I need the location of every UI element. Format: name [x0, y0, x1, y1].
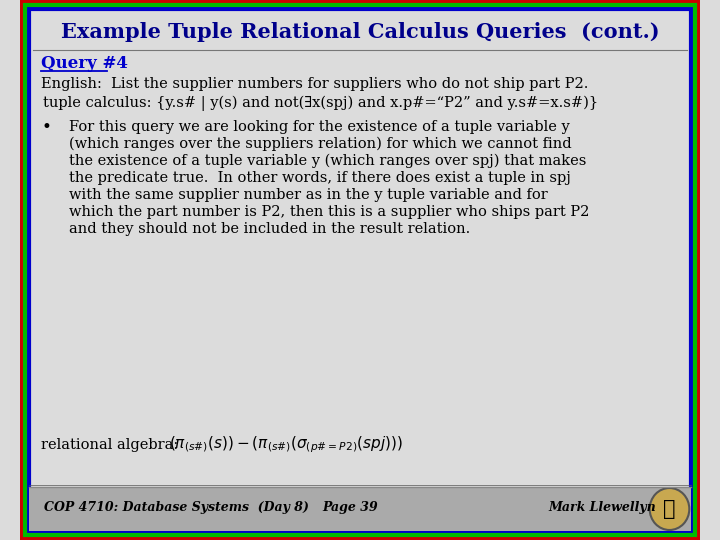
Circle shape [649, 488, 689, 530]
Text: and they should not be included in the result relation.: and they should not be included in the r… [69, 222, 471, 236]
Text: relational algebra:: relational algebra: [41, 438, 188, 452]
FancyBboxPatch shape [29, 487, 691, 531]
Text: Page 39: Page 39 [323, 501, 379, 514]
FancyBboxPatch shape [29, 9, 691, 531]
Text: the predicate true.  In other words, if there does exist a tuple in spj: the predicate true. In other words, if t… [69, 171, 571, 185]
Text: Mark Llewellyn: Mark Llewellyn [549, 501, 657, 514]
Text: $(\pi_{(s\#)}(s)) - (\pi_{(s\#)}(\sigma_{(p\#=P2)}(spj)))$: $(\pi_{(s\#)}(s)) - (\pi_{(s\#)}(\sigma_… [169, 435, 403, 455]
Text: •: • [41, 119, 51, 137]
Text: For this query we are looking for the existence of a tuple variable y: For this query we are looking for the ex… [69, 120, 570, 134]
Text: 🦅: 🦅 [663, 499, 676, 519]
Text: (which ranges over the suppliers relation) for which we cannot find: (which ranges over the suppliers relatio… [69, 137, 572, 151]
Text: tuple calculus: {y.s# | y(s) and not(∃x(spj) and x.p#=“P2” and y.s#=x.s#)}: tuple calculus: {y.s# | y(s) and not(∃x(… [43, 95, 598, 111]
Text: with the same supplier number as in the y tuple variable and for: with the same supplier number as in the … [69, 188, 548, 202]
Text: English:  List the supplier numbers for suppliers who do not ship part P2.: English: List the supplier numbers for s… [41, 77, 588, 91]
Text: which the part number is P2, then this is a supplier who ships part P2: which the part number is P2, then this i… [69, 205, 590, 219]
Text: Query #4: Query #4 [41, 56, 128, 72]
Text: Example Tuple Relational Calculus Queries  (cont.): Example Tuple Relational Calculus Querie… [60, 22, 660, 42]
Text: the existence of a tuple variable y (which ranges over spj) that makes: the existence of a tuple variable y (whi… [69, 154, 587, 168]
Text: COP 4710: Database Systems  (Day 8): COP 4710: Database Systems (Day 8) [44, 501, 309, 514]
